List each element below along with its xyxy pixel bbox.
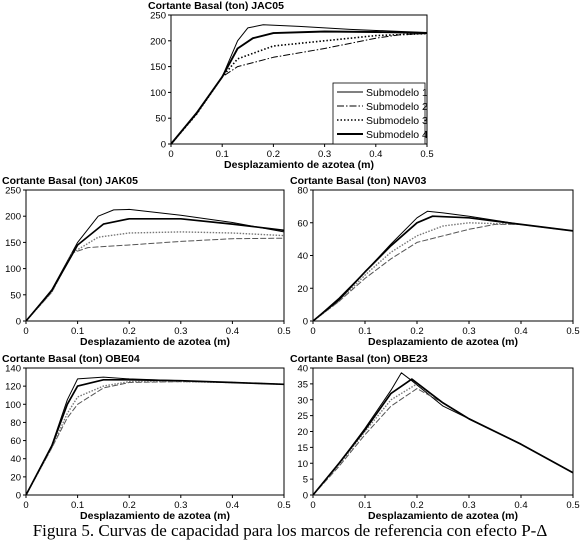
y-tick-label: 140	[5, 364, 21, 375]
series-line-4	[25, 378, 285, 496]
x-axis-label: Desplazamiento de azotea (m)	[368, 336, 518, 348]
chart-title: Cortante Basal (ton) JAC05	[148, 0, 284, 12]
y-tick-label: 40	[297, 364, 308, 375]
series-line-4	[312, 215, 574, 322]
x-axis-label: Desplazamiento de azotea (m)	[224, 159, 374, 171]
x-tick-label: 0.5	[566, 326, 579, 337]
y-tick-label: 20	[297, 284, 308, 295]
y-tick-label: 100	[150, 88, 166, 99]
plot-area	[312, 367, 574, 496]
y-tick-label: 150	[150, 62, 166, 73]
y-tick-label: 60	[297, 218, 308, 229]
y-tick-label: 50	[10, 290, 21, 301]
x-tick-label: 0.2	[123, 500, 136, 511]
chart-title: Cortante Basal (ton) OBE23	[290, 353, 428, 365]
y-tick-label: 5	[303, 475, 308, 486]
x-tick-label: 0	[310, 326, 315, 337]
y-tick-label: 200	[150, 36, 166, 47]
x-tick-label: 0.5	[566, 500, 579, 511]
y-tick-label: 50	[155, 114, 166, 125]
x-tick-label: 0.1	[71, 326, 84, 337]
x-axis-label: Desplazamiento de azotea (m)	[80, 336, 230, 348]
y-tick-label: 80	[297, 186, 308, 197]
y-tick-label: 120	[5, 382, 21, 393]
plot-area	[312, 189, 574, 322]
x-axis-label: Desplazamiento de azotea (m)	[368, 510, 518, 522]
x-tick-label: 0.3	[462, 500, 475, 511]
y-tick-label: 0	[303, 491, 308, 502]
x-tick-label: 0.1	[358, 500, 371, 511]
y-tick-label: 0	[16, 491, 21, 502]
x-tick-label: 0.1	[216, 149, 229, 160]
x-axis-label: Desplazamiento de azotea (m)	[80, 510, 230, 522]
plot-area	[25, 367, 285, 496]
chart-title: Cortante Basal (ton) OBE04	[2, 353, 140, 365]
series-line-2	[25, 381, 285, 496]
y-tick-label: 200	[5, 212, 21, 223]
series-line-4	[170, 30, 428, 145]
chart-title: Cortante Basal (ton) NAV03	[290, 175, 426, 187]
x-tick-label: 0	[23, 326, 28, 337]
y-tick-label: 250	[5, 186, 21, 197]
x-tick-label: 0.3	[318, 149, 331, 160]
x-tick-label: 0.4	[226, 326, 239, 337]
x-tick-label: 0.5	[277, 500, 290, 511]
x-tick-label: 0.2	[123, 326, 136, 337]
y-tick-label: 10	[297, 459, 308, 470]
legend-label: Submodelo 1	[366, 87, 428, 99]
y-tick-label: 30	[297, 395, 308, 406]
series-line-3	[25, 380, 285, 496]
x-tick-label: 0.4	[369, 149, 382, 160]
x-tick-label: 0.1	[358, 326, 371, 337]
y-tick-label: 0	[303, 317, 308, 328]
y-tick-label: 40	[297, 251, 308, 262]
y-tick-label: 15	[297, 443, 308, 454]
series-line-4	[312, 378, 574, 496]
y-tick-label: 35	[297, 379, 308, 390]
x-tick-label: 0.4	[514, 500, 527, 511]
x-tick-label: 0.5	[277, 326, 290, 337]
y-tick-label: 20	[10, 472, 21, 483]
series-line-4	[25, 217, 285, 322]
x-tick-label: 0.2	[410, 500, 423, 511]
x-tick-label: 0	[310, 500, 315, 511]
x-tick-label: 0.2	[267, 149, 280, 160]
x-tick-label: 0.1	[71, 500, 84, 511]
y-tick-label: 0	[16, 317, 21, 328]
figure-caption: Figura 5. Curvas de capacidad para los m…	[32, 521, 548, 540]
y-tick-label: 100	[5, 400, 21, 411]
x-tick-label: 0.3	[462, 326, 475, 337]
series-line-2	[25, 237, 285, 322]
y-tick-label: 250	[150, 11, 166, 22]
plot-area	[25, 189, 285, 322]
x-tick-label: 0.3	[174, 326, 187, 337]
chart-title: Cortante Basal (ton) JAK05	[2, 175, 138, 187]
y-tick-label: 100	[5, 264, 21, 275]
legend-label: Submodelo 3	[366, 115, 428, 127]
x-tick-label: 0	[23, 500, 28, 511]
x-tick-label: 0.4	[226, 500, 239, 511]
legend-label: Submodelo 4	[366, 129, 428, 141]
x-tick-label: 0.5	[420, 149, 433, 160]
legend-label: Submodelo 2	[366, 101, 428, 113]
y-tick-label: 25	[297, 411, 308, 422]
y-tick-label: 80	[10, 418, 21, 429]
y-tick-label: 60	[10, 436, 21, 447]
y-tick-label: 0	[161, 140, 166, 151]
y-tick-label: 20	[297, 427, 308, 438]
x-tick-label: 0.3	[174, 500, 187, 511]
x-tick-label: 0.4	[514, 326, 527, 337]
y-tick-label: 150	[5, 238, 21, 249]
x-tick-label: 0.2	[410, 326, 423, 337]
y-tick-label: 40	[10, 454, 21, 465]
x-tick-label: 0	[168, 149, 173, 160]
